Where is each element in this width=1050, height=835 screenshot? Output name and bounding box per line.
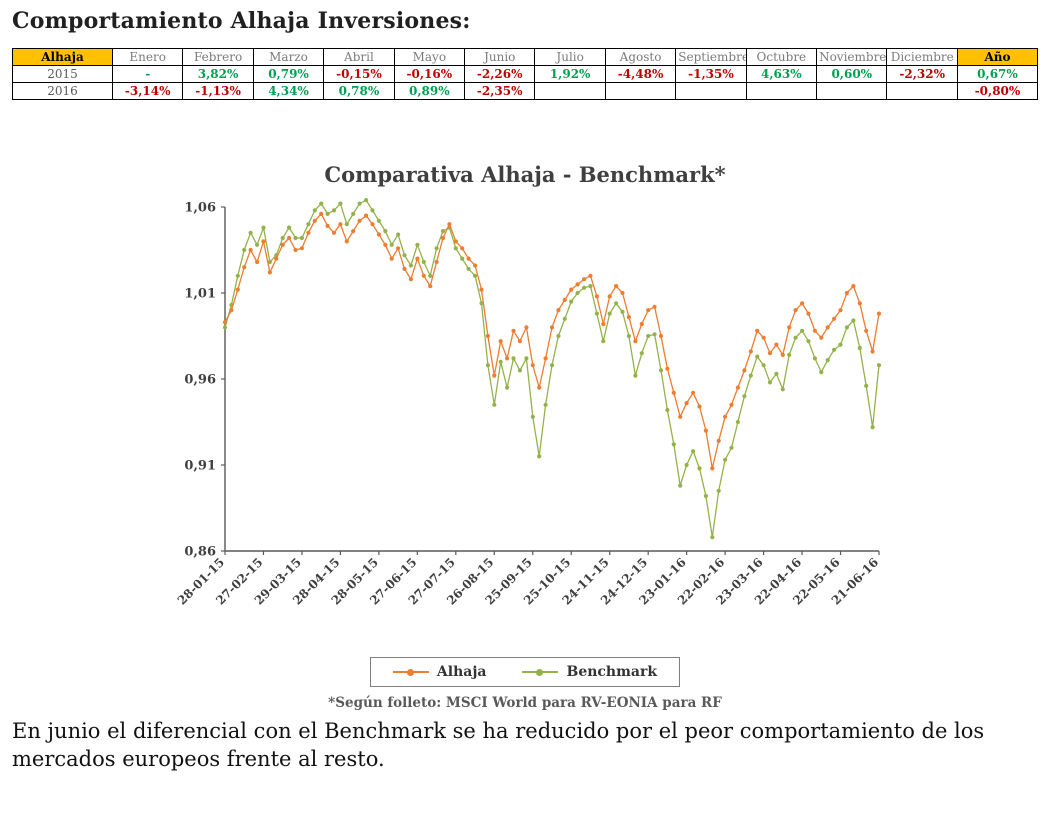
year-label: 2016	[12, 82, 113, 100]
svg-text:1,06: 1,06	[184, 201, 216, 216]
month-header: Febrero	[182, 48, 254, 66]
x-axis-labels: 28-01-1527-02-1529-03-1528-04-1528-05-15…	[175, 551, 881, 608]
month-value-cell: -1,13%	[182, 82, 254, 100]
month-value-cell: -	[111, 65, 184, 83]
year-total-cell: 0,67%	[957, 65, 1038, 83]
svg-text:0,86: 0,86	[184, 545, 216, 560]
month-value-cell: -2,32%	[886, 65, 958, 83]
y-axis-labels: 0,86 0,91 0,96 1,01 1,06	[184, 201, 225, 560]
chart-title: Comparativa Alhaja - Benchmark*	[324, 162, 726, 187]
chart-section: Comparativa Alhaja - Benchmark* 0,86 0,91…	[12, 162, 1038, 711]
month-value-cell	[675, 82, 747, 100]
month-value-cell: -4,48%	[604, 65, 677, 83]
month-header: Octubre	[745, 48, 818, 66]
performance-table: Alhaja Enero Febrero Marzo Abril Mayo Junio Jul…	[12, 48, 1038, 100]
month-value-cell: 0,79%	[252, 65, 325, 83]
benchmark-series	[222, 198, 882, 540]
benchmark-line	[224, 199, 880, 538]
comparison-chart-svg: 0,86 0,91 0,96 1,01 1,06 28-01-1527-02-1529-0…	[175, 198, 882, 608]
month-value-cell: 0,60%	[816, 65, 888, 83]
commentary-text: En junio el diferencial con el Benchmark…	[12, 719, 985, 772]
year-total-cell: -0,80%	[957, 82, 1038, 100]
alhaja-series	[222, 211, 882, 471]
month-value-cell	[534, 82, 606, 100]
month-value-cell: 3,82%	[182, 65, 254, 83]
month-value-cell: 0,89%	[393, 82, 466, 100]
alhaja-legend-marker-icon	[392, 668, 429, 677]
month-header: Julio	[534, 48, 606, 66]
svg-text:1,01: 1,01	[184, 287, 216, 302]
table-row: 2015-3,82% 0,79% -0,15% -0,16% -2,26% 1,92% -4…	[12, 65, 1038, 83]
month-value-cell: -3,14%	[111, 82, 184, 100]
month-header: Noviembre	[816, 48, 888, 66]
month-value-cell: -0,15%	[323, 65, 395, 83]
month-value-cell	[604, 82, 677, 100]
month-value-cell	[745, 82, 818, 100]
month-value-cell	[886, 82, 958, 100]
svg-text:0,96: 0,96	[184, 373, 216, 388]
legend-item-benchmark: Benchmark	[522, 664, 657, 680]
month-value-cell	[816, 82, 888, 100]
legend-label: Alhaja	[436, 664, 487, 680]
month-value-cell: -2,26%	[464, 65, 536, 83]
performance-table-header-row: Alhaja Enero Febrero Marzo Abril Mayo Junio Jul…	[12, 48, 1038, 66]
chart-footnote: *Según folleto: MSCI World para RV-EONIA…	[328, 695, 722, 711]
month-value-cell: -1,35%	[675, 65, 747, 83]
page-title: Comportamiento Alhaja Inversiones:	[12, 8, 471, 34]
report-page: Comportamiento Alhaja Inversiones: Alhaj…	[12, 8, 1038, 772]
month-value-cell: -0,16%	[393, 65, 466, 83]
month-header: Diciembre	[886, 48, 958, 66]
month-header: Enero	[111, 48, 184, 66]
table-row: 2016 -3,14% -1,13% 4,34% 0,78% 0,89% -2,35% -0,…	[12, 82, 1038, 100]
month-header: Mayo	[393, 48, 466, 66]
month-value-cell: 0,78%	[323, 82, 395, 100]
axes	[224, 207, 879, 552]
month-value-cell: 4,34%	[252, 82, 325, 100]
month-header: Agosto	[604, 48, 677, 66]
month-header: Abril	[323, 48, 395, 66]
performance-table-body: 2015-3,82% 0,79% -0,15% -0,16% -2,26% 1,92% -4…	[12, 65, 1038, 100]
month-value-cell: -2,35%	[464, 82, 536, 100]
table-corner-header: Alhaja	[12, 48, 113, 66]
year-label: 2015	[12, 65, 113, 83]
alhaja-line	[224, 212, 880, 469]
year-total-header: Año	[957, 48, 1038, 66]
chart-legend: Alhaja Benchmark	[369, 657, 681, 687]
legend-label: Benchmark	[566, 664, 658, 680]
month-value-cell: 1,92%	[534, 65, 606, 83]
month-header: Septiembre	[675, 48, 747, 66]
month-value-cell: 4,63%	[745, 65, 818, 83]
month-header: Marzo	[252, 48, 325, 66]
benchmark-legend-marker-icon	[522, 668, 559, 677]
svg-text:0,91: 0,91	[184, 459, 216, 474]
month-header: Junio	[464, 48, 536, 66]
legend-item-alhaja: Alhaja	[392, 664, 487, 680]
